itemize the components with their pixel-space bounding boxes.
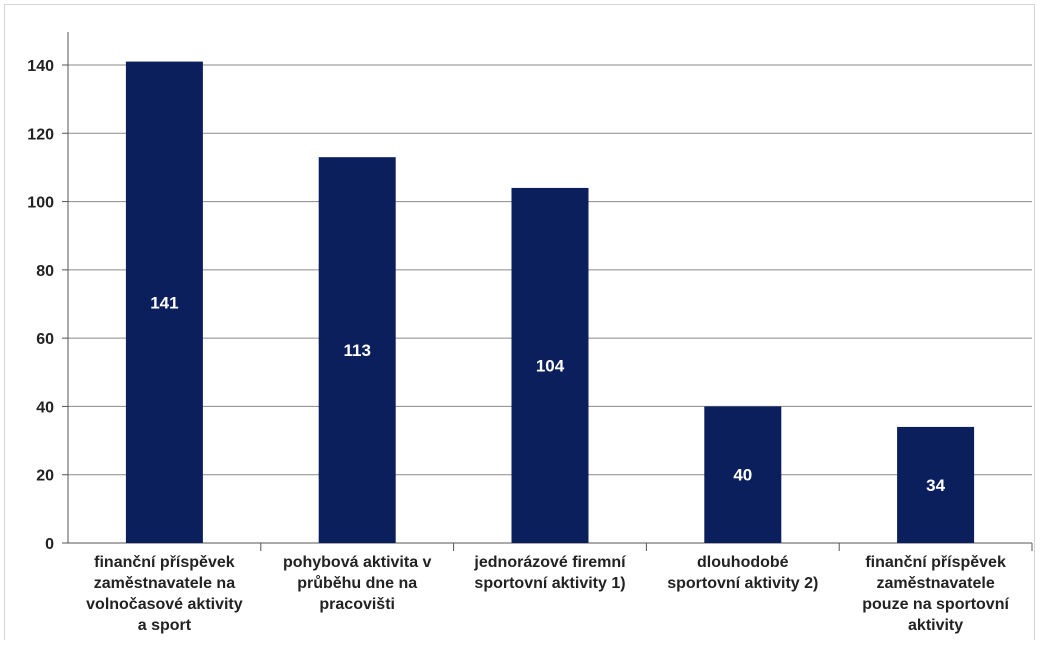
bar bbox=[704, 406, 782, 543]
category-label-line: zaměstnavatele na bbox=[94, 575, 236, 592]
category-label-line: finanční příspěvek bbox=[94, 554, 235, 571]
bars bbox=[125, 61, 975, 543]
category-label-line: finanční příspěvek bbox=[865, 554, 1006, 571]
bar bbox=[511, 187, 589, 543]
category-label-line: zaměstnavatele bbox=[876, 575, 994, 592]
y-tick-label: 40 bbox=[36, 399, 54, 416]
category-label-line: sportovní aktivity 1) bbox=[474, 575, 625, 592]
y-tick-label: 60 bbox=[36, 331, 54, 348]
category-label-line: dlouhodobé bbox=[697, 554, 789, 571]
category-label-line: pohybová aktivita v bbox=[283, 554, 432, 571]
category-label-line: a sport bbox=[138, 617, 192, 634]
y-tick-label: 80 bbox=[36, 263, 54, 280]
y-tick-label: 140 bbox=[27, 58, 54, 75]
y-tick-label: 120 bbox=[27, 126, 54, 143]
category-label-line: jednorázové firemní bbox=[473, 554, 626, 571]
category-label-line: pracovišti bbox=[319, 596, 395, 613]
data-label: 34 bbox=[926, 476, 945, 495]
category-label: jednorázové firemní sportovní aktivity 1) bbox=[473, 554, 626, 592]
y-tick-label: 0 bbox=[45, 536, 54, 553]
data-label: 40 bbox=[733, 466, 752, 485]
data-label: 113 bbox=[343, 341, 370, 360]
bar bbox=[318, 157, 396, 543]
bar bbox=[125, 61, 203, 543]
category-label-line: sportovní aktivity 2) bbox=[667, 575, 818, 592]
category-label-line: pouze na sportovní bbox=[862, 596, 1009, 613]
category-label: pohybová aktivita v průběhu dne na pracovi… bbox=[283, 554, 432, 613]
y-tick-label: 100 bbox=[27, 195, 54, 212]
category-label-line: volnočasové aktivity bbox=[86, 596, 243, 613]
category-label: dlouhodobé sportovní aktivity 2) bbox=[667, 554, 818, 592]
category-label: finanční příspěvek zaměstnavatele pouze na… bbox=[862, 554, 1009, 634]
bar bbox=[897, 426, 975, 543]
category-label: finanční příspěvek zaměstnavatele na volno… bbox=[86, 554, 243, 634]
data-labels: 141 113 104 40 34 bbox=[150, 293, 945, 495]
data-label: 141 bbox=[150, 293, 178, 312]
category-label-line: aktivity bbox=[908, 617, 963, 634]
y-tick-label: 20 bbox=[36, 468, 54, 485]
category-label-line: průběhu dne na bbox=[297, 575, 417, 592]
data-label: 104 bbox=[536, 356, 565, 375]
category-labels: finanční příspěvek zaměstnavatele na volno… bbox=[86, 554, 1009, 634]
y-axis-ticks: 0 20 40 60 80 100 120 140 bbox=[27, 58, 68, 553]
